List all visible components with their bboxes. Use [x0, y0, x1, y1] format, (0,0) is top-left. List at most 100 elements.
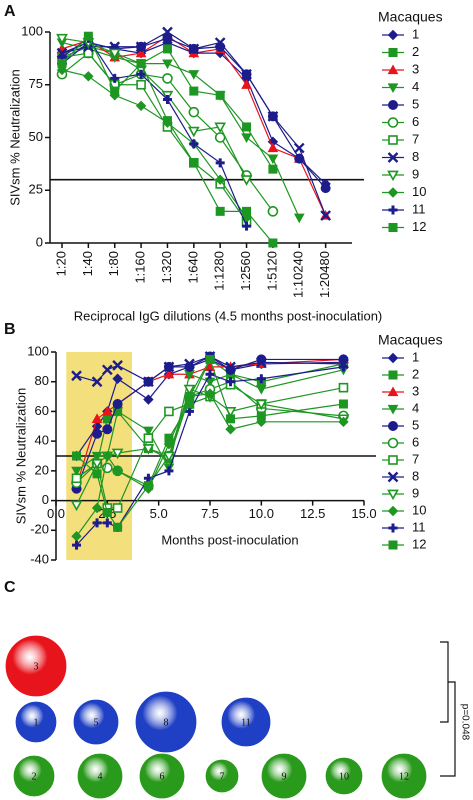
data-point [242, 122, 252, 132]
data-point [71, 473, 82, 484]
y-tick-label: 20 [35, 462, 49, 477]
significance-bracket [440, 641, 456, 777]
x-tick-label: 1:5120 [264, 251, 279, 291]
x-tick-label: 1:20 [53, 251, 68, 276]
data-point [267, 206, 279, 217]
data-point [320, 210, 331, 221]
data-point [183, 384, 196, 396]
data-point [162, 116, 172, 126]
x-tick-label: 1:10240 [291, 251, 306, 298]
data-point [112, 360, 123, 371]
data-point [143, 426, 154, 437]
legend-label: 12 [412, 536, 426, 551]
x-tick-label: 5.0 [150, 506, 168, 521]
data-point [102, 424, 113, 435]
data-point [91, 459, 103, 470]
y-tick-label: 60 [35, 403, 49, 418]
data-point [135, 47, 147, 58]
y-axis-title: SIVsm % Neutralization [13, 388, 28, 525]
legend-marker [388, 421, 398, 431]
data-point [102, 518, 112, 528]
bubble-label: 6 [160, 771, 165, 782]
x-tick-label: 1:1280 [212, 251, 227, 291]
legend-label: 6 [412, 114, 419, 129]
x-tick-label: 1:320 [159, 251, 174, 284]
data-point [187, 126, 200, 138]
bubble-label: 3 [34, 661, 39, 672]
bubble [139, 753, 185, 799]
panel-label: B [4, 321, 16, 338]
legend-marker [388, 523, 398, 533]
legend-marker [387, 152, 399, 163]
data-point [184, 358, 195, 370]
data-point [112, 399, 123, 409]
legend-marker [388, 100, 398, 110]
bubble-label: 12 [399, 771, 409, 782]
legend-label: 1 [412, 26, 419, 41]
legend-marker [388, 223, 398, 232]
data-point [293, 142, 305, 154]
data-point [71, 370, 82, 382]
data-point [225, 361, 236, 373]
x-tick-label: 1:80 [106, 251, 121, 276]
data-point [255, 357, 267, 368]
data-point [83, 48, 94, 58]
data-point [214, 91, 226, 101]
legend-label: 3 [412, 383, 419, 398]
panel-label: C [4, 579, 16, 596]
data-point [162, 44, 172, 54]
data-point [241, 79, 252, 89]
data-point [162, 95, 172, 105]
data-point [163, 368, 175, 379]
data-point [164, 466, 174, 476]
data-point [189, 139, 199, 149]
data-point [110, 86, 120, 96]
y-tick-label: 25 [29, 182, 43, 197]
data-point [163, 361, 175, 373]
data-point [102, 450, 113, 462]
x-tick-label: 10.0 [249, 506, 274, 521]
data-point [268, 238, 278, 248]
panel-label: A [4, 3, 16, 20]
legend-marker [387, 83, 399, 94]
data-point [91, 376, 103, 388]
bubble-label: 5 [94, 717, 99, 728]
bubble-label: 2 [32, 771, 37, 782]
data-point [162, 59, 173, 70]
y-tick-label: 0 [36, 234, 43, 249]
data-point [256, 411, 266, 421]
data-point [320, 183, 331, 194]
legend-marker [388, 135, 398, 145]
bubble-label: 9 [282, 771, 287, 782]
x-tick-label: 1:640 [185, 251, 200, 284]
data-point [56, 33, 68, 45]
legend-marker [388, 370, 398, 380]
data-point [101, 364, 113, 376]
data-point [143, 481, 153, 491]
legend-marker [388, 205, 398, 215]
data-point [92, 469, 102, 479]
bubble-label: 10 [339, 771, 349, 782]
bubble-label: 1 [34, 717, 39, 728]
data-point [101, 405, 113, 416]
data-point [70, 500, 83, 512]
data-point [338, 416, 349, 428]
legend-marker [388, 455, 398, 465]
bubble-label: 8 [164, 717, 169, 728]
legend-label: 9 [412, 166, 419, 181]
data-point [143, 376, 154, 388]
data-point [242, 206, 252, 216]
data-point [83, 71, 94, 82]
data-point [72, 540, 82, 550]
data-point [293, 213, 305, 224]
bubble [15, 701, 57, 743]
data-point [136, 69, 146, 79]
data-point [92, 428, 103, 439]
data-point [189, 86, 199, 96]
data-point [188, 106, 200, 118]
legend-label: 7 [412, 451, 419, 466]
legend-title: Macaques [378, 9, 443, 25]
data-point [91, 451, 103, 462]
data-point [164, 433, 174, 443]
